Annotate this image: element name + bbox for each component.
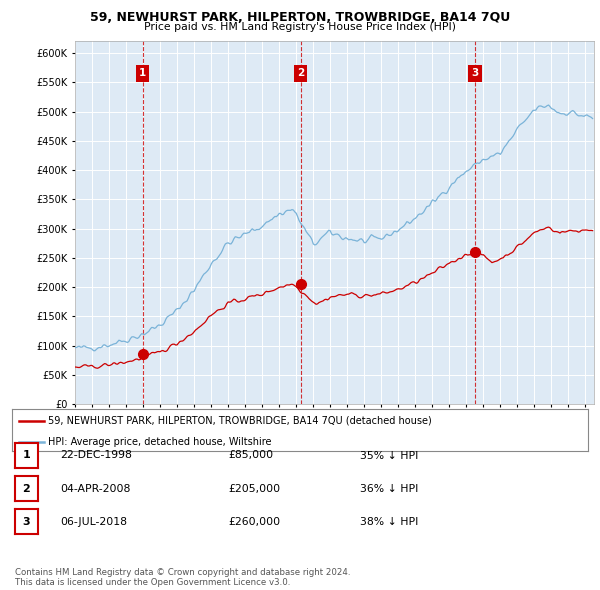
Text: 06-JUL-2018: 06-JUL-2018 <box>60 517 127 526</box>
Text: 2: 2 <box>23 484 30 493</box>
Text: 1: 1 <box>139 68 146 78</box>
Text: 22-DEC-1998: 22-DEC-1998 <box>60 451 132 460</box>
Text: £260,000: £260,000 <box>228 517 280 526</box>
Text: 3: 3 <box>23 517 30 526</box>
Text: Price paid vs. HM Land Registry's House Price Index (HPI): Price paid vs. HM Land Registry's House … <box>144 22 456 32</box>
Text: 36% ↓ HPI: 36% ↓ HPI <box>360 484 418 493</box>
Text: 04-APR-2008: 04-APR-2008 <box>60 484 130 493</box>
Text: 35% ↓ HPI: 35% ↓ HPI <box>360 451 418 460</box>
Text: 3: 3 <box>472 68 479 78</box>
Text: 1: 1 <box>23 451 30 460</box>
Text: HPI: Average price, detached house, Wiltshire: HPI: Average price, detached house, Wilt… <box>48 437 272 447</box>
Text: Contains HM Land Registry data © Crown copyright and database right 2024.
This d: Contains HM Land Registry data © Crown c… <box>15 568 350 587</box>
Text: £205,000: £205,000 <box>228 484 280 493</box>
Text: 2: 2 <box>297 68 304 78</box>
Text: 38% ↓ HPI: 38% ↓ HPI <box>360 517 418 526</box>
Text: £85,000: £85,000 <box>228 451 273 460</box>
Text: 59, NEWHURST PARK, HILPERTON, TROWBRIDGE, BA14 7QU: 59, NEWHURST PARK, HILPERTON, TROWBRIDGE… <box>90 11 510 24</box>
Text: 59, NEWHURST PARK, HILPERTON, TROWBRIDGE, BA14 7QU (detached house): 59, NEWHURST PARK, HILPERTON, TROWBRIDGE… <box>48 416 432 426</box>
